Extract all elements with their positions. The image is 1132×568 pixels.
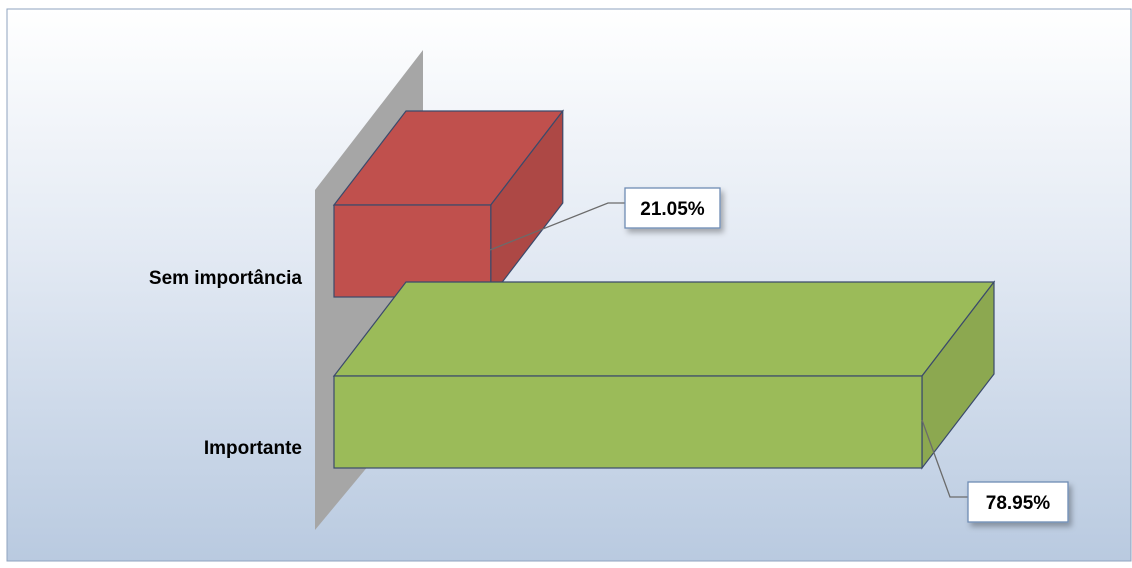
data-label-text: 21.05% xyxy=(640,199,705,220)
data-label: 78.95% xyxy=(921,419,1069,523)
data-label-box xyxy=(967,481,1069,523)
leader-line xyxy=(489,202,625,251)
data-label-text: 78.95% xyxy=(986,493,1051,514)
data-label: 21.05% xyxy=(489,187,721,251)
category-label: Importante xyxy=(204,438,302,459)
category-label: Sem importância xyxy=(149,268,303,289)
leader-line xyxy=(921,419,968,498)
data-label-box xyxy=(624,187,721,229)
bar-top-face xyxy=(332,281,996,377)
bar-importante xyxy=(332,280,996,470)
bar-front-face xyxy=(333,375,923,469)
